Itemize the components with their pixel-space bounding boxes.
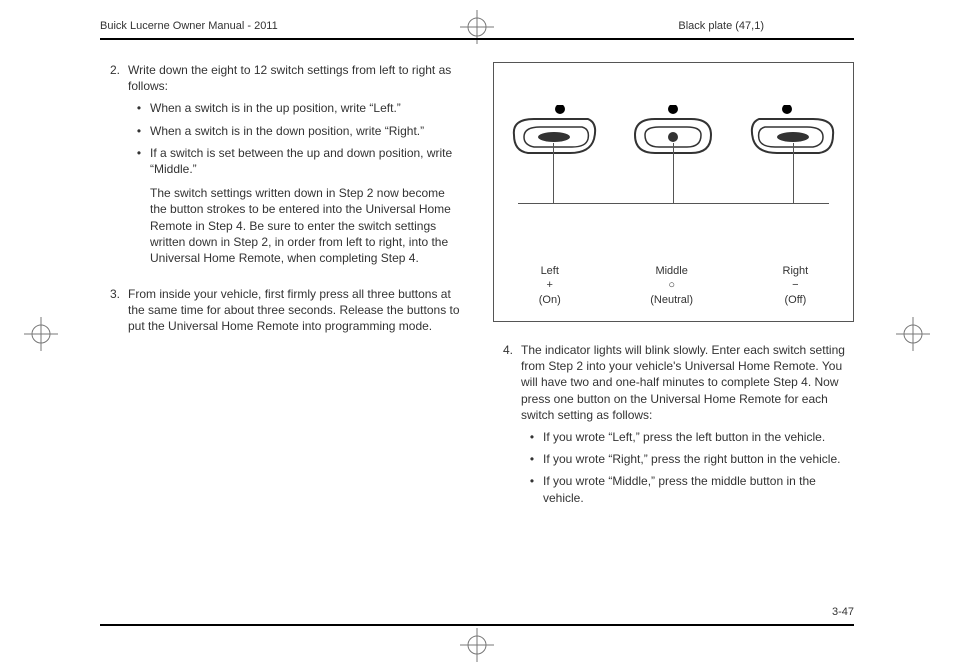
rule-bottom [100,624,854,626]
step-4: 4. The indicator lights will blink slowl… [493,342,854,506]
crop-mark-bottom [460,628,494,662]
right-column: Left + (On) Middle ○ (Neutral) Right − [493,62,854,598]
step-text: Write down the eight to 12 switch settin… [128,63,451,93]
bullet-text: If you wrote “Left,” press the left butt… [543,429,854,445]
bullet-item: •If you wrote “Left,” press the left but… [521,429,854,445]
figure-label-line: Right [783,264,809,278]
bullet-icon: • [128,100,150,116]
step-number: 4. [493,342,521,506]
figure-label-line: Left [539,264,561,278]
figure-label-middle: Middle ○ (Neutral) [650,264,693,307]
step-number: 2. [100,62,128,266]
bullet-item: •When a switch is in the down position, … [128,123,461,139]
body-columns: 2. Write down the eight to 12 switch set… [100,62,854,598]
header-right: Black plate (47,1) [678,20,764,32]
left-column: 2. Write down the eight to 12 switch set… [100,62,461,598]
bullet-item: •When a switch is in the up position, wr… [128,100,461,116]
figure-label-line: (On) [539,293,561,307]
bullet-icon: • [128,123,150,139]
figure-leader-lines [494,143,853,203]
bullet-text: If a switch is set between the up and do… [150,145,461,177]
step-text: From inside your vehicle, first firmly p… [128,287,460,333]
rule-top [100,38,854,40]
bullet-text: If you wrote “Middle,” press the middle … [543,473,854,505]
crop-mark-right [896,317,930,351]
crop-mark-left [24,317,58,351]
bullet-icon: • [521,429,543,445]
figure-divider [518,203,829,204]
page: Buick Lucerne Owner Manual - 2011 Black … [0,0,954,668]
bullet-item: •If you wrote “Right,” press the right b… [521,451,854,467]
figure-label-right: Right − (Off) [783,264,809,307]
step-number: 3. [100,286,128,335]
figure-label-line: ○ [650,278,693,292]
header: Buick Lucerne Owner Manual - 2011 Black … [0,18,954,44]
bullet-icon: • [521,451,543,467]
header-left: Buick Lucerne Owner Manual - 2011 [100,20,278,32]
figure-label-left: Left + (On) [539,264,561,307]
bullet-text: When a switch is in the up position, wri… [150,100,461,116]
step-2: 2. Write down the eight to 12 switch set… [100,62,461,266]
figure-labels: Left + (On) Middle ○ (Neutral) Right − [494,264,853,307]
bullet-text: When a switch is in the down position, w… [150,123,461,139]
bullet-item: •If a switch is set between the up and d… [128,145,461,177]
figure-label-line: Middle [650,264,693,278]
step-followup: The switch settings written down in Step… [128,185,461,266]
figure-label-line: + [539,278,561,292]
bullet-item: •If you wrote “Middle,” press the middle… [521,473,854,505]
figure-label-line: − [783,278,809,292]
figure-label-line: (Off) [783,293,809,307]
bullet-icon: • [128,145,150,177]
bullet-text: If you wrote “Right,” press the right bu… [543,451,854,467]
step-3: 3. From inside your vehicle, first firml… [100,286,461,335]
step-text: The indicator lights will blink slowly. … [521,343,845,422]
page-number: 3-47 [832,606,854,618]
figure-switch-diagram: Left + (On) Middle ○ (Neutral) Right − [493,62,854,322]
figure-label-line: (Neutral) [650,293,693,307]
bullet-icon: • [521,473,543,505]
